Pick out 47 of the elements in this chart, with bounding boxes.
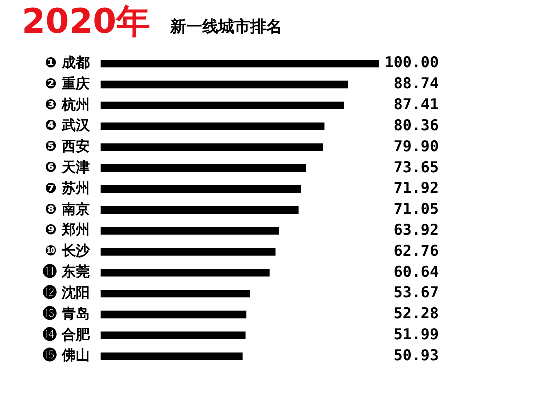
bar (100, 227, 279, 235)
bar (100, 269, 270, 277)
y-tick-label: ⓬ 沈阳 (43, 284, 90, 302)
bar (100, 102, 344, 110)
y-tick-label: ❺ 西安 (45, 138, 90, 156)
bar (100, 310, 247, 319)
data-label: 52.28 (394, 304, 439, 323)
data-label: 53.67 (394, 284, 439, 302)
y-tick-label: ❾ 郑州 (45, 222, 90, 239)
data-label: 88.74 (394, 74, 439, 93)
data-label: 73.65 (394, 158, 439, 176)
y-tick-label: ❿ 长沙 (45, 244, 91, 260)
bar (100, 332, 246, 340)
data-label: 50.93 (394, 346, 439, 364)
y-tick-label: ⓮ 合肥 (43, 326, 91, 344)
data-label: 63.92 (394, 220, 439, 239)
bar (100, 60, 379, 68)
bar (100, 248, 276, 256)
y-tick-label: ❷ 重庆 (45, 75, 90, 92)
data-label: 71.05 (394, 200, 439, 218)
bar (100, 185, 302, 194)
bar (100, 144, 324, 152)
bar (100, 164, 306, 172)
y-tick-label: ❶ 成都 (45, 55, 90, 72)
y-tick-label: ⓫ 东莞 (43, 264, 90, 281)
data-label: 71.92 (394, 179, 439, 198)
y-tick-label: ❼ 苏州 (45, 180, 90, 197)
y-tick-label: ❻ 天津 (45, 160, 90, 176)
bar (100, 352, 243, 360)
y-tick-label: ❹ 武汉 (45, 118, 91, 134)
data-label: 79.90 (394, 137, 439, 156)
data-label: 87.41 (394, 96, 439, 114)
y-tick-label: ❽ 南京 (45, 200, 90, 218)
data-label: 80.36 (394, 116, 439, 134)
bar (100, 206, 299, 214)
bar (100, 290, 250, 298)
data-label: 100.00 (384, 54, 439, 72)
data-label: 62.76 (394, 242, 439, 260)
y-tick-label: ❸ 杭州 (45, 96, 90, 114)
data-label: 60.64 (394, 262, 439, 281)
bar (100, 80, 348, 89)
y-tick-label: ⓭ 青岛 (43, 305, 90, 322)
bar (100, 122, 325, 130)
y-tick-label: ⓯ 佛山 (43, 347, 90, 364)
chart-subtitle: 新一线城市排名 (170, 16, 283, 38)
chart-title: 2020年 (22, 2, 151, 42)
data-label: 51.99 (394, 326, 439, 344)
